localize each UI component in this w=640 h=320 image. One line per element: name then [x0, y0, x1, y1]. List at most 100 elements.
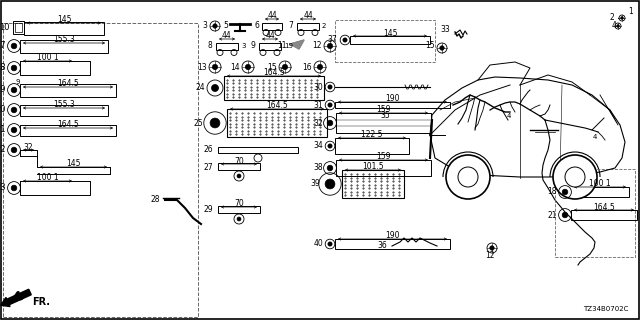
Text: 159: 159	[376, 105, 391, 114]
Bar	[20, 84, 116, 97]
Text: 10: 10	[0, 23, 10, 33]
Text: 100 1: 100 1	[36, 173, 58, 182]
Text: 19: 19	[0, 85, 6, 94]
Text: 17: 17	[0, 42, 6, 51]
Text: 1: 1	[628, 7, 633, 17]
Circle shape	[11, 43, 17, 49]
Circle shape	[11, 87, 17, 93]
Text: 4: 4	[612, 21, 617, 30]
Text: 36: 36	[377, 242, 387, 251]
Bar	[297, 22, 319, 29]
Circle shape	[11, 65, 17, 71]
Text: 44: 44	[222, 31, 232, 41]
Polygon shape	[290, 40, 304, 49]
Circle shape	[211, 84, 218, 92]
Circle shape	[11, 147, 17, 153]
Circle shape	[274, 50, 280, 55]
Text: 31: 31	[314, 100, 323, 109]
Circle shape	[11, 107, 17, 113]
Bar	[335, 102, 450, 108]
Circle shape	[312, 29, 318, 36]
Bar	[259, 43, 281, 50]
Text: 70: 70	[234, 199, 244, 209]
Circle shape	[619, 15, 625, 21]
Text: 35: 35	[380, 110, 390, 119]
Text: 155.3: 155.3	[53, 35, 75, 44]
Text: 24: 24	[195, 84, 205, 92]
Circle shape	[210, 118, 220, 128]
Bar	[13, 21, 24, 34]
Text: 145: 145	[57, 15, 71, 24]
Text: 3: 3	[202, 21, 207, 30]
Text: 164.5: 164.5	[57, 120, 79, 129]
Circle shape	[327, 165, 333, 171]
Text: 23: 23	[0, 183, 6, 193]
Text: 190: 190	[385, 94, 400, 103]
Circle shape	[562, 212, 568, 218]
Text: 122 5: 122 5	[361, 130, 383, 139]
Circle shape	[615, 23, 621, 29]
Text: 145: 145	[67, 159, 81, 169]
Bar	[218, 206, 260, 213]
Circle shape	[217, 50, 223, 55]
Circle shape	[210, 21, 220, 31]
Circle shape	[487, 243, 497, 253]
Text: 2: 2	[609, 13, 614, 22]
Text: 164.5: 164.5	[57, 79, 79, 88]
Bar	[216, 43, 238, 50]
Text: 33: 33	[440, 26, 450, 35]
Text: 15: 15	[426, 41, 435, 50]
Text: 21: 21	[547, 211, 557, 220]
Text: 39: 39	[310, 180, 320, 188]
Bar	[555, 169, 635, 257]
Circle shape	[446, 155, 490, 199]
Text: 37: 37	[327, 36, 337, 44]
Text: 26: 26	[204, 146, 213, 155]
Circle shape	[282, 64, 288, 70]
Bar	[336, 160, 431, 176]
Circle shape	[275, 29, 281, 36]
Text: 28: 28	[150, 196, 160, 204]
Circle shape	[212, 64, 218, 70]
Bar	[571, 187, 629, 197]
Text: 38: 38	[314, 164, 323, 172]
Circle shape	[314, 61, 326, 73]
Text: 30: 30	[313, 83, 323, 92]
Circle shape	[234, 171, 244, 181]
Text: 101.5: 101.5	[362, 162, 384, 171]
Circle shape	[621, 17, 623, 19]
Circle shape	[328, 103, 332, 107]
Bar	[227, 109, 327, 137]
FancyArrow shape	[1, 289, 31, 307]
Circle shape	[437, 43, 447, 53]
Text: 25: 25	[193, 118, 203, 127]
Text: 44: 44	[267, 12, 277, 20]
Text: 7: 7	[288, 21, 293, 30]
Circle shape	[254, 154, 262, 162]
Circle shape	[237, 174, 241, 178]
Text: 4: 4	[507, 113, 511, 119]
Circle shape	[325, 179, 335, 189]
Text: 100 1: 100 1	[36, 53, 58, 62]
Circle shape	[298, 29, 304, 36]
Bar	[20, 105, 108, 116]
Circle shape	[553, 155, 597, 199]
Text: 16: 16	[302, 62, 312, 71]
Text: 5: 5	[223, 21, 228, 30]
Circle shape	[490, 246, 494, 250]
Bar	[350, 36, 430, 44]
Circle shape	[343, 38, 347, 42]
Text: 164.5: 164.5	[266, 101, 288, 110]
Text: 4: 4	[593, 134, 597, 140]
Bar	[15, 23, 22, 32]
Text: 11: 11	[278, 42, 287, 51]
Bar	[262, 22, 282, 29]
Circle shape	[324, 40, 336, 52]
Circle shape	[327, 43, 333, 49]
Text: 21: 21	[0, 125, 6, 134]
Circle shape	[212, 24, 217, 28]
Circle shape	[11, 127, 17, 133]
Circle shape	[327, 120, 333, 126]
Text: 145: 145	[383, 28, 397, 37]
Text: 9: 9	[16, 79, 20, 85]
